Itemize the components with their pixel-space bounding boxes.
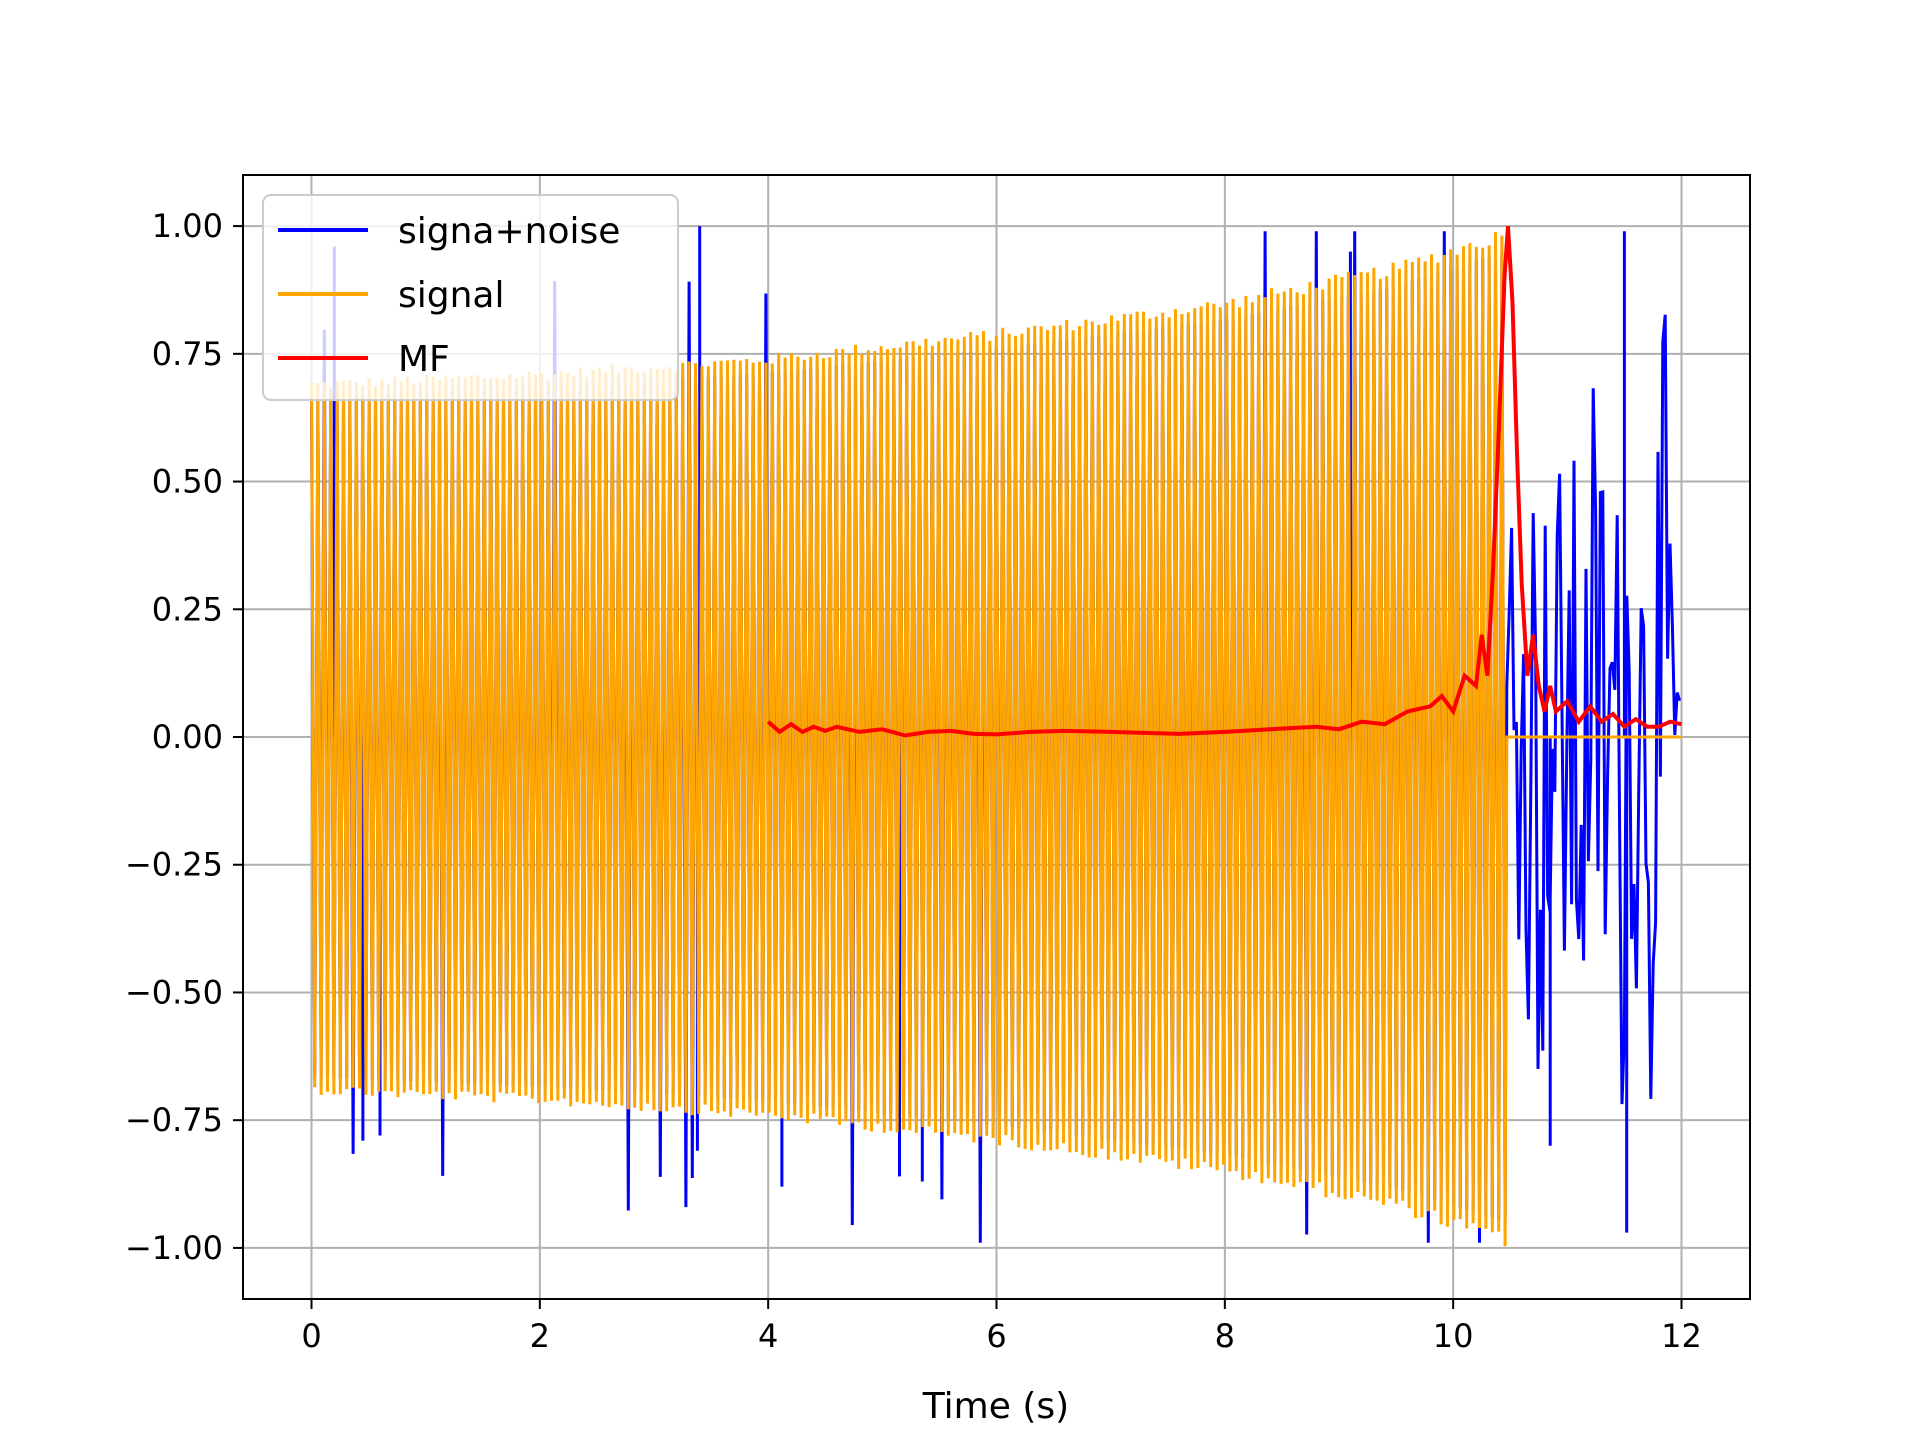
y-tick-label: 1.00 (152, 207, 223, 245)
legend-label-mf: MF (398, 339, 450, 380)
y-tick-label: −1.00 (125, 1229, 223, 1267)
legend: signa+noise signal MF (262, 194, 679, 401)
y-tick-label: −0.50 (125, 973, 223, 1011)
y-tick-label: −0.75 (125, 1101, 223, 1139)
legend-label-signal: signal (398, 275, 505, 316)
x-tick-label: 10 (1433, 1317, 1474, 1355)
x-tick-label: 8 (1215, 1317, 1235, 1355)
x-tick-label: 4 (758, 1317, 778, 1355)
y-tick-label: 0.75 (152, 335, 223, 373)
x-axis-label: Time (s) (922, 1386, 1069, 1427)
x-tick-label: 12 (1661, 1317, 1702, 1355)
x-axis: 0 2 4 6 8 10 12 (301, 1299, 1702, 1355)
series-layer (310, 225, 1682, 1247)
y-axis: −1.00 −0.75 −0.50 −0.25 0.00 0.25 0.50 0.75 1.00 (125, 207, 243, 1267)
y-tick-label: 0.00 (152, 718, 223, 756)
legend-label-signal-noise: signa+noise (398, 211, 620, 252)
y-tick-label: 0.25 (152, 590, 223, 628)
x-tick-label: 6 (986, 1317, 1006, 1355)
series-mf (766, 225, 1682, 738)
legend-box (262, 194, 679, 401)
y-tick-label: −0.25 (125, 846, 223, 884)
x-tick-label: 0 (301, 1317, 321, 1355)
y-tick-label: 0.50 (152, 463, 223, 501)
x-tick-label: 2 (530, 1317, 550, 1355)
